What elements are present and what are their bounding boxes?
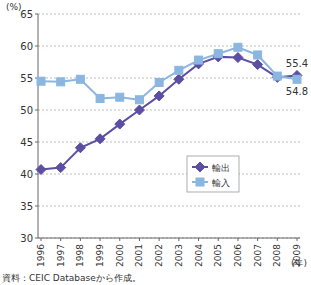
chart: 30 35 40 45 50 55 60 65 1996 1997 1998 1999 2000 2001…	[0, 0, 311, 285]
series-marker	[154, 91, 164, 101]
x-tick-label: 1999	[95, 244, 105, 267]
x-tick	[178, 238, 179, 241]
y-tick-label: 65	[20, 9, 33, 20]
legend: 輸出輸入	[187, 156, 239, 192]
series-marker	[175, 66, 183, 74]
x-tick	[257, 238, 258, 241]
x-tick	[159, 238, 160, 241]
x-tick	[100, 238, 101, 241]
data-labels: 55.4 54.8	[286, 58, 308, 97]
x-tick	[60, 238, 61, 241]
series-marker	[75, 143, 85, 153]
legend-label: 輸入	[212, 178, 230, 188]
grid-line	[38, 174, 300, 175]
series-marker	[115, 119, 125, 129]
series-marker	[253, 60, 263, 70]
x-tick	[119, 238, 120, 241]
legend-marker	[196, 178, 204, 186]
x-tick-label: 2006	[233, 244, 243, 267]
series-marker	[134, 105, 144, 115]
y-tick-label: 55	[20, 73, 33, 84]
x-tick-label: 1996	[36, 244, 46, 267]
x-tick	[41, 238, 42, 241]
x-tick	[139, 238, 140, 241]
grid-line	[38, 206, 300, 207]
series-marker	[273, 72, 281, 80]
x-tick	[237, 238, 238, 241]
x-tick	[80, 238, 81, 241]
x-tick-label: 1997	[56, 244, 66, 267]
series-marker	[195, 56, 203, 64]
legend-marker	[195, 162, 205, 172]
series-marker	[174, 74, 184, 84]
y-axis-label: (%)	[6, 2, 22, 12]
grid-line	[38, 238, 300, 239]
legend-label: 輸出	[212, 163, 230, 173]
series-marker	[272, 72, 282, 82]
y-tick-label: 45	[20, 137, 33, 148]
series-marker	[76, 75, 84, 83]
legend-box	[187, 156, 239, 192]
source-note: 資料：CEIC Databaseから作成。	[2, 273, 141, 283]
series-line	[41, 57, 297, 170]
series-marker	[36, 165, 46, 175]
grid-line	[38, 142, 300, 143]
x-axis-label: (年)	[291, 258, 307, 268]
series-marker	[37, 77, 45, 85]
series-marker	[116, 93, 124, 101]
x-tick-label: 2007	[253, 244, 263, 267]
series-marker	[254, 51, 262, 59]
data-label: 54.8	[286, 86, 308, 97]
x-tick-label: 2003	[174, 244, 184, 267]
plot-area	[36, 43, 302, 174]
series-line	[41, 47, 297, 99]
x-tick-label: 2001	[134, 244, 144, 267]
x-tick	[297, 238, 298, 241]
y-tick-label: 50	[20, 105, 33, 116]
series-marker	[95, 134, 105, 144]
y-tick-label: 35	[20, 201, 33, 212]
series-marker	[293, 75, 301, 83]
x-tick	[218, 238, 219, 241]
data-label: 55.4	[286, 58, 308, 69]
series-marker	[214, 50, 222, 58]
x-tick-label: 2000	[115, 244, 125, 267]
x-tick-label: 1998	[75, 244, 85, 267]
y-tick-label: 40	[20, 169, 33, 180]
series-marker	[96, 94, 104, 102]
grid-line	[38, 110, 300, 111]
series-marker	[233, 53, 243, 63]
grid-line	[38, 46, 300, 47]
series-marker	[155, 78, 163, 86]
x-tick-label: 2002	[154, 244, 164, 267]
x-tick	[198, 238, 199, 241]
series-marker	[135, 96, 143, 104]
grid-line	[38, 14, 300, 15]
x-tick	[277, 238, 278, 241]
series-marker	[56, 163, 66, 173]
x-tick-label: 2004	[194, 244, 204, 267]
series-marker	[57, 78, 65, 86]
series-marker	[234, 43, 242, 51]
x-tick-label: 2005	[213, 244, 223, 267]
y-axis	[38, 14, 39, 238]
x-axis	[38, 238, 300, 239]
y-tick-label: 30	[20, 233, 33, 244]
y-tick-label: 60	[20, 41, 33, 52]
x-tick-label: 2008	[272, 244, 282, 267]
